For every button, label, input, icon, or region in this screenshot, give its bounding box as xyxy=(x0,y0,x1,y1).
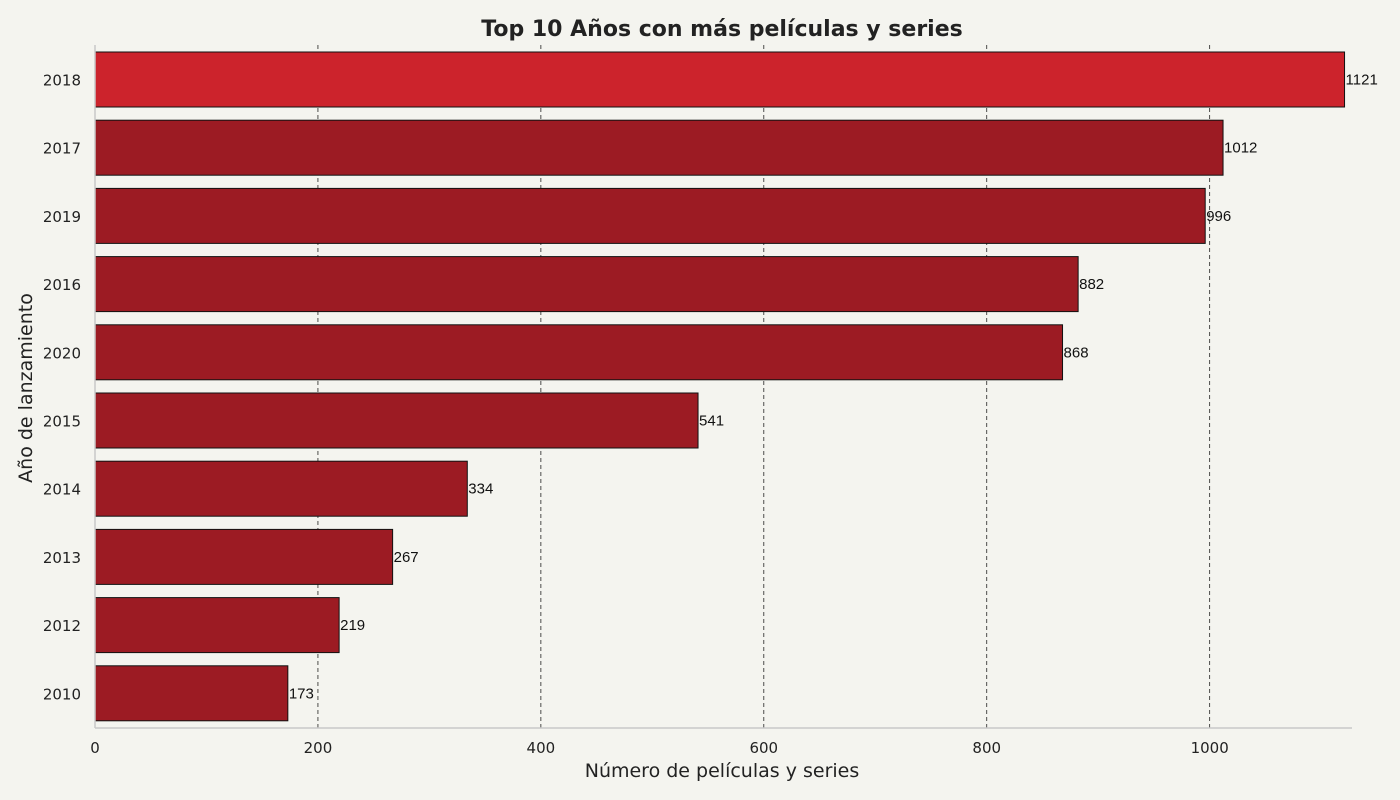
y-tick-label: 2018 xyxy=(43,72,81,90)
y-tick-label: 2012 xyxy=(43,617,81,635)
y-tick-label: 2014 xyxy=(43,481,81,499)
bars xyxy=(94,51,1346,722)
data-label: 334 xyxy=(468,481,493,498)
bar xyxy=(94,51,1346,108)
data-label: 1012 xyxy=(1224,140,1257,157)
y-axis-label: Año de lanzamiento xyxy=(15,293,37,483)
x-tick-label: 400 xyxy=(527,739,556,757)
y-tick-label: 2019 xyxy=(43,208,81,226)
y-tick-label: 2017 xyxy=(43,140,81,158)
data-label: 267 xyxy=(394,549,419,566)
y-tick-label: 2015 xyxy=(43,413,81,431)
y-tick-label: 2010 xyxy=(43,685,81,703)
data-label: 868 xyxy=(1064,344,1089,361)
data-label: 541 xyxy=(699,413,724,430)
chart-title: Top 10 Años con más películas y series xyxy=(481,17,962,42)
bar xyxy=(94,665,289,722)
bar xyxy=(94,256,1079,313)
y-tick-label: 2020 xyxy=(43,344,81,362)
data-label: 219 xyxy=(340,617,365,634)
x-tick-label: 200 xyxy=(304,739,333,757)
bar xyxy=(94,119,1224,176)
x-tick-labels: 0 200 400 600 800 1000 xyxy=(90,739,1229,757)
data-labels: 1121 1012 996 882 868 541 334 267 219 173 xyxy=(289,72,1378,703)
data-label: 882 xyxy=(1079,276,1104,293)
x-tick-label: 800 xyxy=(972,739,1001,757)
x-axis-label: Número de películas y series xyxy=(585,760,860,782)
bar xyxy=(94,392,699,449)
x-tick-label: 0 xyxy=(90,739,100,757)
bar xyxy=(94,597,340,654)
y-tick-label: 2013 xyxy=(43,549,81,567)
bar xyxy=(94,324,1064,381)
y-tick-labels: 2018 2017 2019 2016 2020 2015 2014 2013 2012 2010 xyxy=(43,72,81,704)
y-tick-label: 2016 xyxy=(43,276,81,294)
data-label: 173 xyxy=(289,685,314,702)
bar xyxy=(94,460,468,517)
x-tick-label: 600 xyxy=(749,739,778,757)
x-tick-label: 1000 xyxy=(1191,739,1229,757)
data-label: 996 xyxy=(1206,208,1231,225)
data-label: 1121 xyxy=(1346,72,1378,89)
bar xyxy=(94,187,1206,244)
bar xyxy=(94,528,394,585)
